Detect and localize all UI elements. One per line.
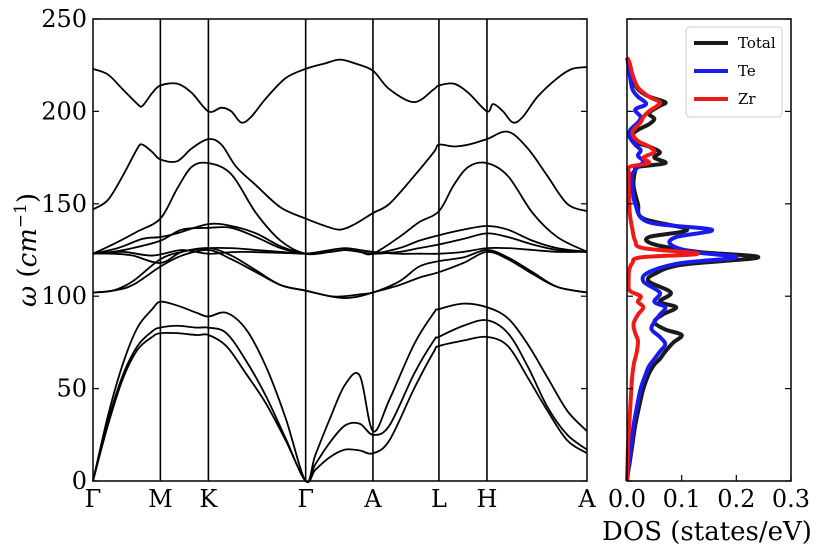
legend-label: Total: [738, 34, 776, 52]
dos-curve-total: [625, 56, 761, 482]
band-lines: [92, 58, 588, 484]
dos-legend: Total Te Zr: [685, 26, 783, 118]
dos-plot-frame: [626, 18, 792, 482]
band-y-ticks: 0 50 100 150 200 250: [41, 5, 587, 495]
dos-xtick-label: 0.2: [717, 485, 755, 513]
kpath-label: Γ: [85, 485, 102, 513]
band-ytick-label: 100: [41, 282, 87, 310]
ylabel-close: ): [13, 193, 43, 203]
phonon-branch-1: [92, 319, 588, 483]
phonon-branch-10: [92, 58, 588, 124]
ylabel-unit: cm: [13, 228, 43, 267]
phonon-branch-4: [92, 247, 588, 298]
band-ytick-label: 0: [72, 467, 87, 495]
band-plot-frame: [92, 18, 588, 482]
phonon-branch-2: [92, 300, 588, 483]
dos-panel: 0.0 0.1 0.2 0.3 DOS (states/eV) Total Te Zr: [602, 18, 812, 547]
dos-x-ticks: 0.0 0.1 0.2 0.3: [608, 475, 810, 513]
dos-x-axis-label: DOS (states/eV): [602, 517, 812, 547]
kpath-label: K: [199, 485, 218, 513]
legend-box: [685, 26, 783, 118]
dos-xtick-label: 0.1: [663, 485, 701, 513]
band-ytick-label: 200: [41, 97, 87, 125]
ylabel-open: (: [13, 267, 43, 285]
phonon-branch-0: [92, 331, 588, 484]
phonon-branch-8: [92, 161, 588, 256]
phonon-branch-11: [92, 249, 306, 257]
kpath-label: A: [577, 485, 596, 513]
ylabel-exponent: −1: [11, 203, 31, 228]
dos-curve-zr: [625, 56, 701, 482]
ylabel-symbol: ω: [13, 286, 43, 307]
phonon-branch-9: [92, 130, 588, 231]
band-ytick-label: 150: [41, 190, 87, 218]
legend-label: Te: [738, 62, 756, 80]
band-ytick-label: 50: [56, 375, 87, 403]
phonon-branch-3: [92, 249, 588, 299]
kpath-label: H: [476, 485, 497, 513]
kpath-label: Γ: [297, 485, 314, 513]
phonon-branch-5: [92, 246, 588, 264]
band-ytick-label: 250: [41, 5, 87, 33]
dos-xtick-label: 0.3: [772, 485, 810, 513]
kpath-label: A: [363, 485, 382, 513]
dos-xtick-label: 0.0: [608, 485, 646, 513]
dos-lines: [625, 56, 761, 482]
kpath-label: L: [431, 485, 447, 513]
dos-y-ticks: [627, 18, 791, 482]
band-y-axis-label: ω (cm−1): [11, 193, 43, 307]
kpath-label: M: [148, 485, 173, 513]
legend-label: Zr: [738, 90, 756, 108]
